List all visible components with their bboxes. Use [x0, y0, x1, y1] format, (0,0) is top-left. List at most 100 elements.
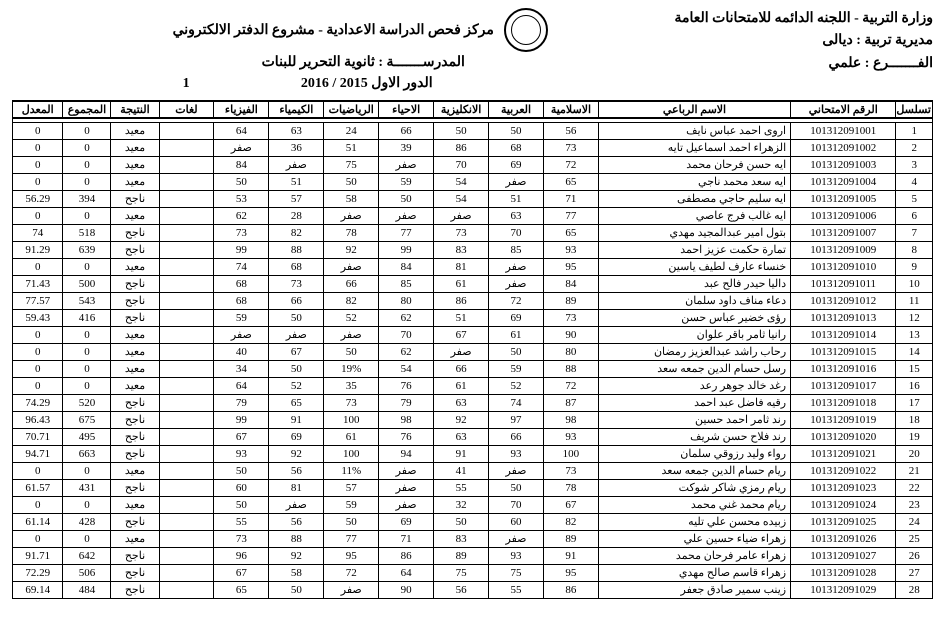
cell: الزهراء احمد اسماعيل تايه — [598, 139, 790, 156]
cell: 81 — [434, 258, 489, 275]
cell: 0 — [13, 156, 63, 173]
cell: 93 — [543, 241, 598, 258]
table-row: 4101312091004ايه سعد محمد ناجي65صفر54595… — [13, 173, 933, 190]
cell: 74 — [214, 258, 269, 275]
cell: 59.43 — [13, 309, 63, 326]
cell: 62 — [379, 343, 434, 360]
cell: 51 — [434, 309, 489, 326]
cell: 23 — [896, 496, 933, 513]
cell: 50 — [489, 343, 544, 360]
cell: 55 — [489, 581, 544, 598]
cell: 77 — [379, 224, 434, 241]
cell: 61 — [324, 428, 379, 445]
cell: 50 — [324, 513, 379, 530]
cell: 76 — [379, 428, 434, 445]
round-line: الدور الاول 2015 / 2016 — [301, 73, 433, 94]
cell: 95 — [543, 564, 598, 581]
cell: 59 — [214, 309, 269, 326]
cell: معيد — [111, 360, 159, 377]
table-header-row: تسلسل الرقم الامتحاني الاسم الرباعي الاس… — [13, 101, 933, 118]
cell: صفر — [489, 462, 544, 479]
cell: 80 — [543, 343, 598, 360]
cell: صفر — [379, 496, 434, 513]
cell — [159, 190, 214, 207]
cell: 24 — [324, 122, 379, 139]
cell: ناجح — [111, 445, 159, 462]
col-result: النتيجة — [111, 101, 159, 118]
cell — [159, 394, 214, 411]
cell: 66 — [489, 428, 544, 445]
cell: 0 — [63, 139, 111, 156]
cell: معيد — [111, 496, 159, 513]
cell: 9 — [896, 258, 933, 275]
cell: 56 — [543, 122, 598, 139]
table-row: 9101312091010خنساء عارف لطيف ياسين95صفر8… — [13, 258, 933, 275]
col-arabic: العربية — [489, 101, 544, 118]
cell: 101312091023 — [791, 479, 896, 496]
header-right-block: وزارة التربية - اللجنه الدائمه للامتحانا… — [674, 8, 933, 75]
cell: 100 — [543, 445, 598, 462]
cell: 57 — [269, 190, 324, 207]
cell: 0 — [13, 360, 63, 377]
cell: 67 — [434, 326, 489, 343]
cell: 63 — [489, 207, 544, 224]
cell: 61 — [489, 326, 544, 343]
cell: 50 — [324, 343, 379, 360]
cell — [159, 275, 214, 292]
cell: 74 — [489, 394, 544, 411]
cell: بتول امير عبدالمجيد مهدي — [598, 224, 790, 241]
cell: 518 — [63, 224, 111, 241]
cell: تمارة حكمت عزيز احمد — [598, 241, 790, 258]
cell: ناجح — [111, 190, 159, 207]
cell: 79 — [379, 394, 434, 411]
table-row: 13101312091014رانيا ثامر باقر علوان90616… — [13, 326, 933, 343]
cell: 61.57 — [13, 479, 63, 496]
cell — [159, 241, 214, 258]
cell: ناجح — [111, 292, 159, 309]
cell: ناجح — [111, 547, 159, 564]
cell: 495 — [63, 428, 111, 445]
col-total: المجموع — [63, 101, 111, 118]
cell: صفر — [214, 139, 269, 156]
cell: 87 — [543, 394, 598, 411]
cell: 86 — [379, 547, 434, 564]
cell: 89 — [543, 530, 598, 547]
table-row: 25101312091026زهراء ضياء حسين علي89صفر83… — [13, 530, 933, 547]
cell: 0 — [13, 377, 63, 394]
cell — [159, 479, 214, 496]
cell: 101312091028 — [791, 564, 896, 581]
cell: 61.14 — [13, 513, 63, 530]
cell: رحاب راشد عبدالعزيز رمضان — [598, 343, 790, 360]
cell: 93 — [489, 547, 544, 564]
cell: 80 — [379, 292, 434, 309]
cell: 0 — [63, 377, 111, 394]
cell: 70 — [489, 224, 544, 241]
cell: 101312091014 — [791, 326, 896, 343]
cell: 101312091022 — [791, 462, 896, 479]
cell: ناجح — [111, 564, 159, 581]
cell: صفر — [324, 258, 379, 275]
cell: ناجح — [111, 411, 159, 428]
cell: 26 — [896, 547, 933, 564]
cell: 101312091011 — [791, 275, 896, 292]
cell: زهراء ضياء حسين علي — [598, 530, 790, 547]
cell: 54 — [379, 360, 434, 377]
cell: 75 — [489, 564, 544, 581]
cell: 520 — [63, 394, 111, 411]
cell: 56 — [434, 581, 489, 598]
cell — [159, 581, 214, 598]
cell — [159, 224, 214, 241]
cell: 90 — [379, 581, 434, 598]
cell: رند ثامر احمد حسين — [598, 411, 790, 428]
cell: رواء وليد رزوقي سلمان — [598, 445, 790, 462]
cell: 14 — [896, 343, 933, 360]
cell: 84 — [543, 275, 598, 292]
cell: 35 — [324, 377, 379, 394]
cell: 0 — [63, 122, 111, 139]
cell: ايه سليم حاجي مصطفى — [598, 190, 790, 207]
cell: 79 — [214, 394, 269, 411]
branch-line: الفـــــــرع : علمي — [674, 53, 933, 75]
cell: 91.29 — [13, 241, 63, 258]
cell: 88 — [269, 530, 324, 547]
cell: 74 — [13, 224, 63, 241]
